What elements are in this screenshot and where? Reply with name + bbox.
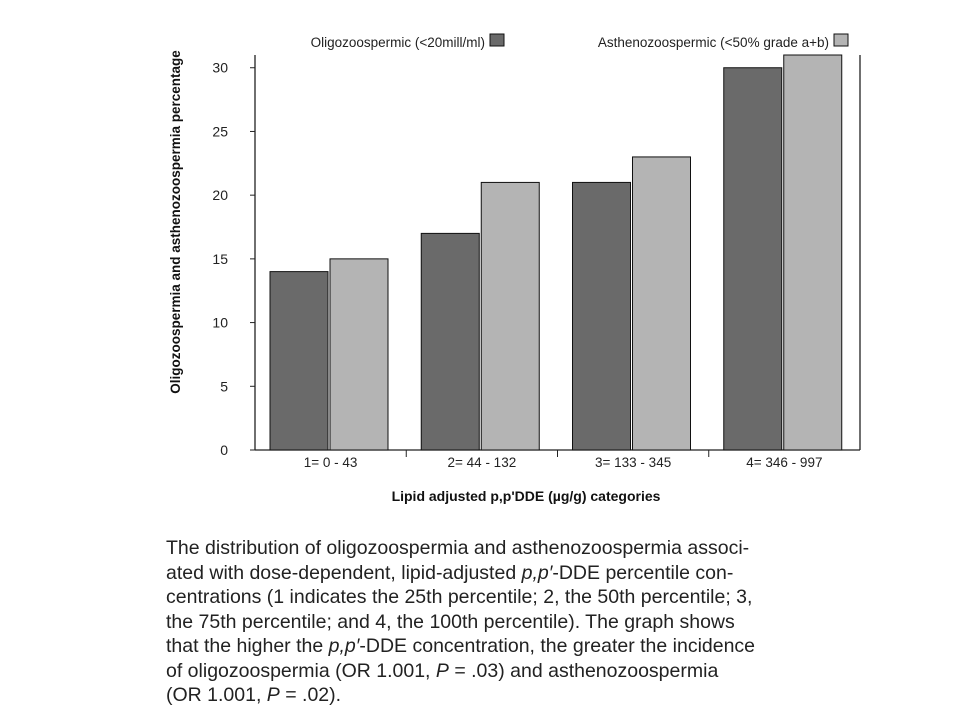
bar-oligozoospermic [269, 271, 329, 451]
caption-line: (OR 1.001, P = .02). [166, 683, 866, 708]
caption-text: p,p′ [521, 561, 553, 584]
caption-text: (OR 1.001, [166, 684, 267, 706]
legend: Oligozoospermic (<20mill/ml) Asthenozoosp… [311, 33, 849, 50]
bar-oligozoospermic [723, 67, 783, 451]
caption-text: p,p′ [328, 635, 360, 657]
caption-text: -DDE concentration, the greater the inci… [359, 635, 756, 657]
y-axis-ticks: 0 5 10 15 20 25 30 [212, 60, 255, 458]
caption-text: P [435, 659, 449, 682]
bar-oligozoospermic [572, 181, 631, 451]
y-tick-label: 15 [212, 251, 228, 267]
legend-label: Asthenozoospermic (<50% grade a+b) [598, 35, 829, 50]
legend-swatch [489, 33, 505, 47]
caption-text: -DDE percentile con- [552, 561, 734, 584]
caption-text: The distribution of oligozoospermia and … [166, 537, 750, 559]
x-tick-label: 3= 133 - 345 [595, 455, 671, 470]
figure-caption: The distribution of oligozoospermia and … [166, 536, 866, 708]
caption-text: centrations (1 indicates the 25th percen… [166, 586, 753, 608]
legend-swatch [833, 33, 849, 47]
legend-label: Oligozoospermic (<20mill/ml) [311, 35, 485, 50]
bar-asthenozoospermic [632, 156, 691, 451]
bar-asthenozoospermic [783, 54, 843, 451]
x-tick-label: 1= 0 - 43 [304, 455, 358, 470]
x-tick-label: 2= 44 - 132 [448, 455, 517, 470]
caption-text: P [266, 684, 280, 706]
x-axis-label: Lipid adjusted p,p'DDE (µg/g) categories [392, 488, 661, 504]
caption-text: that the higher the [166, 635, 329, 657]
y-tick-label: 30 [212, 60, 228, 76]
caption-line: of oligozoospermia (OR 1.001, P = .03) a… [166, 659, 866, 684]
caption-text: = .02). [279, 684, 342, 706]
caption-text: = .03) and asthenozoospermia [448, 659, 719, 682]
caption-text: ated with dose-dependent, lipid-adjusted [166, 561, 522, 584]
y-tick-label: 5 [220, 378, 228, 394]
bar-asthenozoospermic [329, 258, 389, 451]
bar-chart: 0 5 10 15 20 25 30 1= 0 - 43 2= 44 - 132 3= 133 … [168, 33, 861, 504]
y-axis-label: Oligozoospermia and asthenozoospermia pe… [168, 50, 183, 394]
y-tick-label: 0 [220, 442, 228, 458]
caption-line: that the higher the p,p′-DDE concentrati… [166, 634, 866, 659]
caption-text: the 75th percentile; and 4, the 100th pe… [166, 610, 735, 633]
caption-line: the 75th percentile; and 4, the 100th pe… [166, 610, 866, 635]
y-tick-label: 20 [212, 187, 228, 203]
caption-text: of oligozoospermia (OR 1.001, [166, 659, 436, 682]
bar-oligozoospermic [420, 232, 480, 451]
bars-group [269, 54, 843, 451]
x-tick-label: 4= 346 - 997 [746, 455, 822, 470]
bar-asthenozoospermic [480, 181, 540, 451]
y-tick-label: 10 [212, 315, 228, 331]
x-axis-ticks: 1= 0 - 43 2= 44 - 132 3= 133 - 345 4= 346 -… [304, 450, 822, 470]
caption-line: centrations (1 indicates the 25th percen… [166, 585, 866, 610]
caption-line: The distribution of oligozoospermia and … [166, 536, 866, 561]
caption-line: ated with dose-dependent, lipid-adjusted… [166, 561, 866, 586]
y-tick-label: 25 [212, 123, 228, 139]
